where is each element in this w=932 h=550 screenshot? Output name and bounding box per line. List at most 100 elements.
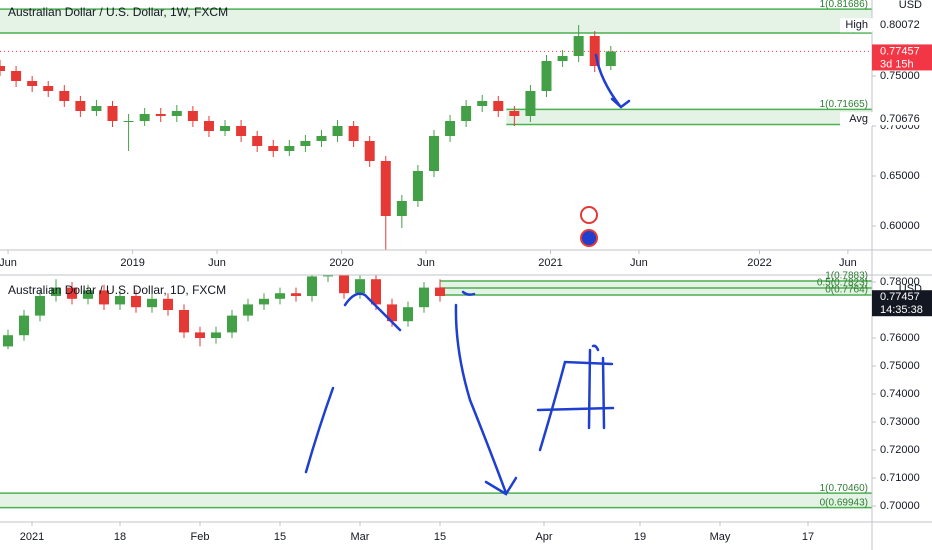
x-tick-label: 15 [434,531,446,543]
candle-body [412,171,423,201]
y-tick-label: 0.75000 [880,70,920,82]
x-tick-label: 2019 [120,257,144,269]
candle-body [387,304,397,322]
price-label-box [872,290,932,317]
price-label-box [872,112,932,126]
candle-body [220,126,231,131]
candle-body [131,296,141,308]
candle-body [67,287,77,299]
candle-body [323,275,333,277]
candle-body [19,315,29,336]
fib-label: 1(0.70460) [820,483,868,494]
price-label-name-box [840,18,872,33]
y-tick-label: 0.72000 [880,444,920,456]
weekly-plot [0,8,872,250]
price-label: 0.80072 [880,19,920,31]
x-tick-label: Apr [535,531,552,543]
x-tick-label: Mar [351,531,370,543]
fib-label: 0.5(0.7823) [817,278,868,289]
x-tick-label: Jun [630,257,648,269]
arrow-head [484,476,518,496]
candle-body [419,287,429,308]
x-tick-label: 19 [634,531,646,543]
price-label-box [872,18,932,32]
candle-body [428,136,439,171]
y-tick-label: 0.71000 [880,472,920,484]
price-label-name: Avg [849,113,868,125]
fib-zone [506,109,872,125]
candle-body [27,81,38,86]
candle-body [332,126,343,136]
fib-label: 1(0.81686) [820,0,868,10]
price-label: 0.77457 [880,291,920,303]
candle-body [243,304,253,316]
y-tick-label: 0.74000 [880,388,920,400]
candle-body [51,287,61,297]
x-tick-label: Jun [208,257,226,269]
event-icon [580,206,598,224]
price-label-name: High [845,19,868,31]
candle-body [75,101,86,111]
x-tick-label: 2020 [329,257,353,269]
x-tick-label: 15 [274,531,286,543]
currency: USD [899,0,922,11]
candle-body [59,91,70,101]
event-icon [580,229,598,247]
candle-body [268,146,279,151]
candle-body [236,126,247,136]
arrow-head [610,97,631,109]
candle-body [477,101,488,106]
candle-body [252,136,263,146]
candle-body [11,71,22,81]
candle-body [605,51,616,66]
stroke [461,290,476,296]
candle-body [509,111,520,116]
candle-body [541,61,552,91]
candle-body [396,201,407,216]
y-tick-label: 0.73000 [880,416,920,428]
stroke [343,292,402,332]
candle-body [589,36,600,66]
x-tick-label: Jun [839,257,857,269]
x-tick-label: May [710,531,731,543]
candle-body [291,293,301,297]
fib-zone [0,9,872,34]
candle-body [525,91,536,116]
candle-body [91,106,102,111]
candle-body [227,315,237,333]
candle-body [211,332,221,339]
chart-title: Australian Dollar / U.S. Dollar, 1W, FXC… [8,5,228,19]
candle-body [203,121,214,131]
candle-body [187,111,198,121]
candle-body [493,101,504,111]
y-tick-label: 0.78000 [880,276,920,288]
candle-body [155,114,166,116]
y-tick-label: 0.76000 [880,332,920,344]
price-label: 0.77457 [880,45,920,57]
candle-body [364,141,375,161]
x-tick-label: Jun [0,257,17,269]
candle-body [557,56,568,61]
fib-label: 1(0.7883) [825,271,868,282]
fib-label: 1(0.71665) [820,99,868,110]
candle-body [435,287,445,297]
arrow [304,386,335,474]
candle-body [163,298,173,311]
candle-body [99,290,109,305]
candle-body [275,293,285,299]
x-tick-label: Feb [191,531,210,543]
candle-body [43,86,54,91]
annotations [304,53,631,496]
candle-body [83,290,93,299]
candle-body [195,332,205,339]
x-tick-label: 2021 [538,257,562,269]
y-tick-label: 0.75000 [880,360,920,372]
candle-body [355,279,365,294]
candle-body [300,141,311,146]
candle-body [107,106,118,121]
candle-body [371,279,381,305]
candle-body [0,66,5,71]
x-tick-label: Jun [417,257,435,269]
